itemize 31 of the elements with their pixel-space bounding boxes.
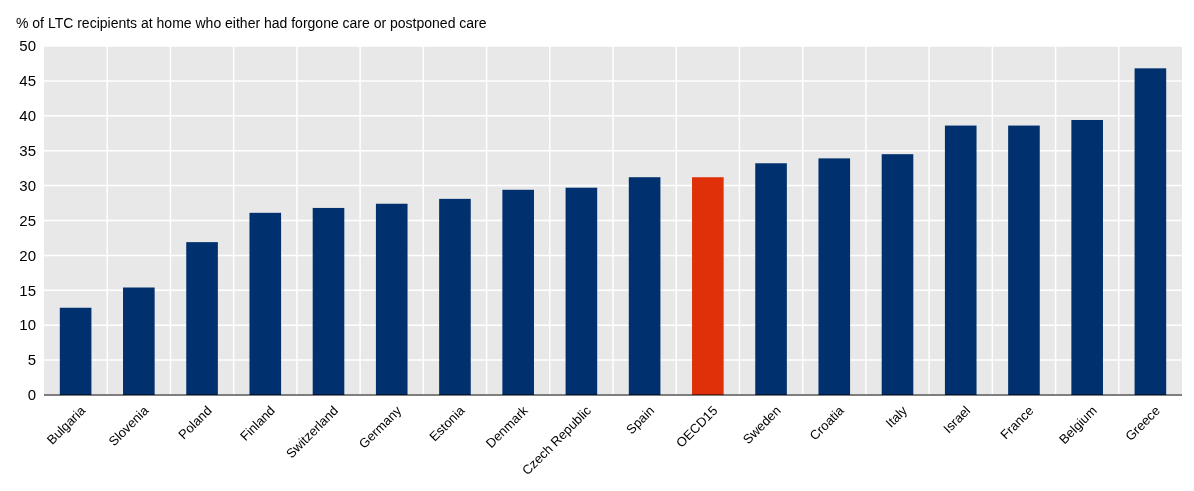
y-tick-label: 0 (27, 386, 36, 404)
bar (59, 307, 92, 395)
bar (692, 177, 724, 395)
y-tick-label: 40 (19, 107, 36, 125)
bar (375, 203, 408, 395)
y-tick-label: 10 (19, 316, 36, 334)
y-tick-label: 25 (19, 211, 36, 229)
y-tick-label: 30 (19, 176, 36, 194)
bar (312, 207, 345, 395)
y-tick-label: 50 (19, 37, 36, 55)
bar (1008, 125, 1040, 395)
bar (502, 189, 534, 395)
bar (628, 177, 661, 395)
bar (439, 198, 471, 395)
bar (123, 287, 155, 395)
bar (1134, 68, 1167, 395)
bar (755, 163, 787, 395)
bar (818, 158, 851, 395)
x-tick-label: Italy (882, 402, 911, 431)
y-tick-label: 35 (19, 141, 36, 159)
y-tick-label: 20 (19, 246, 36, 264)
y-axis-title: % of LTC recipients at home who either had forgone care or postponed care (16, 15, 487, 31)
bar (186, 242, 218, 395)
bar (1071, 119, 1103, 395)
y-tick-label: 5 (27, 351, 36, 369)
y-tick-label: 15 (19, 281, 36, 299)
bar (565, 187, 598, 395)
bar (944, 125, 977, 395)
bar (249, 212, 282, 395)
y-tick-label: 45 (19, 72, 36, 90)
bar (881, 154, 914, 395)
